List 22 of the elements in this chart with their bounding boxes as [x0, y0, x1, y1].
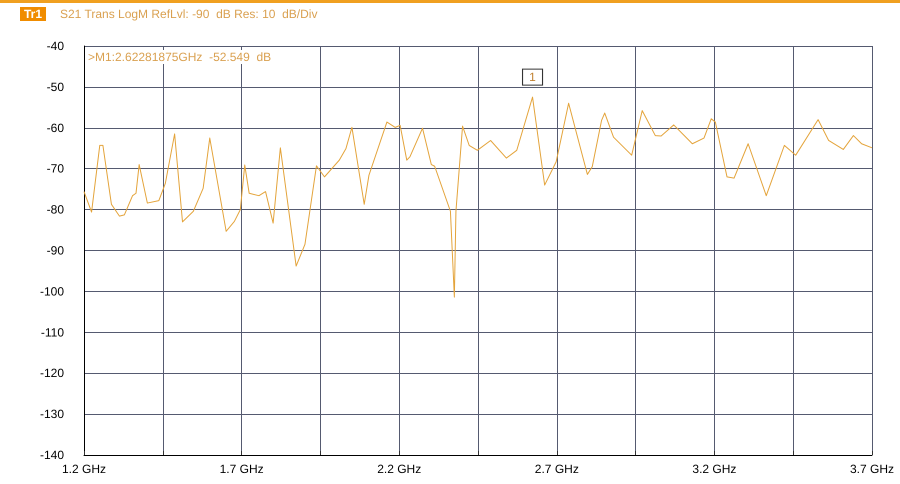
- x-tick-label: 3.2 GHz: [692, 462, 736, 476]
- line-series: [84, 96, 872, 298]
- x-tick-label: 1.2 GHz: [62, 462, 106, 476]
- y-tick-label: -80: [46, 202, 64, 217]
- y-tick-label: -90: [46, 244, 64, 258]
- y-tick-label: -100: [40, 284, 64, 298]
- y-tick-label: -50: [46, 80, 64, 94]
- x-tick-label: 1.7 GHz: [220, 462, 264, 476]
- y-tick-label: -40: [46, 39, 64, 53]
- y-tick-label: -110: [40, 325, 64, 340]
- y-tick-label: -130: [40, 407, 64, 422]
- y-tick-label: -140: [40, 448, 64, 462]
- annotation: >M1:2.62281875GHz -52.549 dB: [88, 50, 272, 64]
- annotation: 1: [529, 70, 536, 84]
- x-tick-label: 3.7 GHz: [850, 462, 894, 476]
- text: Tr1: [24, 7, 42, 21]
- chart-title: S21 Trans LogM RefLvl: -90 dB Res: 10 dB/Div: [60, 7, 318, 21]
- y-tick-label: -120: [40, 366, 64, 380]
- x-tick-label: 2.7 GHz: [534, 462, 579, 476]
- x-tick-label: 2.2 GHz: [377, 462, 422, 476]
- y-tick-label: -70: [46, 162, 64, 176]
- y-tick-label: -60: [46, 120, 64, 135]
